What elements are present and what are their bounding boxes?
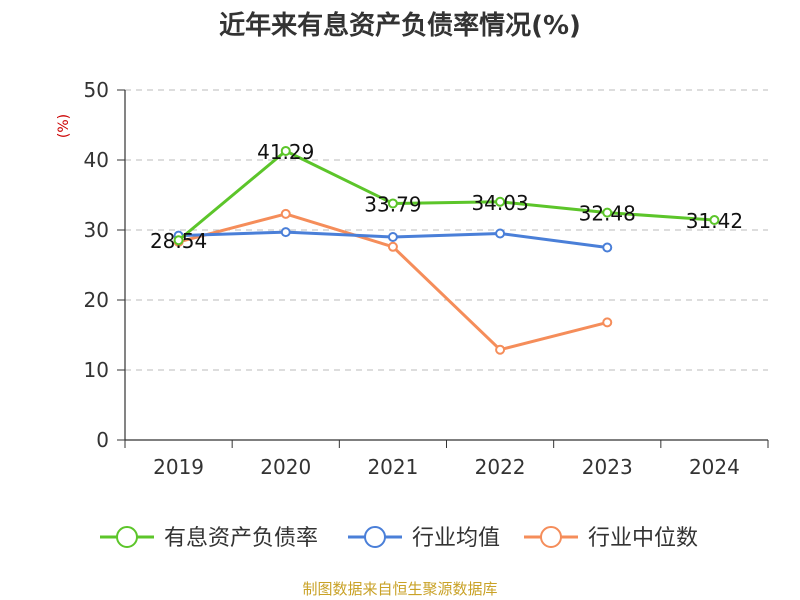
x-tick-label-2020: 2020 — [260, 455, 311, 479]
series-1-point-2022 — [495, 228, 506, 239]
legend-label-1: 行业均值 — [412, 526, 500, 551]
series-0 — [173, 145, 720, 246]
y-tick-label-20: 20 — [84, 288, 109, 312]
series-0-point-2024 — [709, 215, 720, 226]
legend-marker-0 — [116, 526, 138, 548]
data-label-2023: 32.48 — [579, 202, 636, 226]
chart-title: 近年来有息资产负债率情况(%) — [219, 10, 581, 41]
y-axis-unit-label: (%) — [56, 114, 72, 138]
series-layer — [173, 145, 720, 355]
legend-item-0: 有息资产负债率 — [100, 526, 318, 551]
data-label-2022: 34.03 — [471, 191, 528, 215]
y-tick-label-50: 50 — [84, 78, 109, 102]
x-tick-label-2023: 2023 — [582, 455, 633, 479]
x-tick-label-2022: 2022 — [475, 455, 526, 479]
legend: 有息资产负债率 行业均值 行业中位数 — [100, 526, 698, 551]
series-0-point-2019 — [173, 235, 184, 246]
legend-item-1: 行业均值 — [348, 526, 500, 551]
series-2-point-2023 — [602, 317, 613, 328]
series-line-0 — [177, 149, 715, 242]
data-label-2020: 41.29 — [257, 140, 314, 164]
y-tick-label-10: 10 — [84, 358, 109, 382]
series-2-point-2021 — [387, 241, 398, 252]
data-label-2024: 31.42 — [686, 209, 743, 233]
series-0-point-2021 — [387, 198, 398, 209]
y-tick-label-0: 0 — [96, 428, 109, 452]
series-1 — [173, 227, 613, 253]
axes: 0 10 20 30 40 50 2019 2020 2021 2022 2023 2024 — [84, 78, 769, 479]
x-tick-label-2024: 2024 — [689, 455, 740, 479]
x-tick-label-2019: 2019 — [153, 455, 204, 479]
series-1-point-2023 — [602, 242, 613, 253]
series-0-point-2023 — [602, 207, 613, 218]
series-0-point-2020 — [280, 145, 291, 156]
data-labels: 28.54 41.29 33.79 34.03 32.48 31.42 — [150, 140, 743, 253]
y-tick-label-40: 40 — [84, 148, 109, 172]
series-0-point-2022 — [495, 196, 506, 207]
legend-item-2: 行业中位数 — [524, 526, 698, 551]
data-label-2019: 28.54 — [150, 229, 207, 253]
legend-marker-2 — [540, 526, 562, 548]
x-tick-label-2021: 2021 — [367, 455, 418, 479]
y-tick-label-30: 30 — [84, 218, 109, 242]
series-2-point-2022 — [495, 344, 506, 355]
series-1-point-2020 — [280, 227, 291, 238]
legend-label-0: 有息资产负债率 — [164, 526, 318, 551]
series-1-point-2021 — [387, 232, 398, 242]
legend-marker-1 — [364, 526, 386, 548]
data-label-2021: 33.79 — [364, 192, 421, 216]
data-source-note: 制图数据来自恒生聚源数据库 — [302, 580, 497, 598]
series-2-point-2020 — [280, 208, 291, 219]
legend-label-2: 行业中位数 — [588, 526, 698, 551]
series-2 — [173, 208, 613, 355]
